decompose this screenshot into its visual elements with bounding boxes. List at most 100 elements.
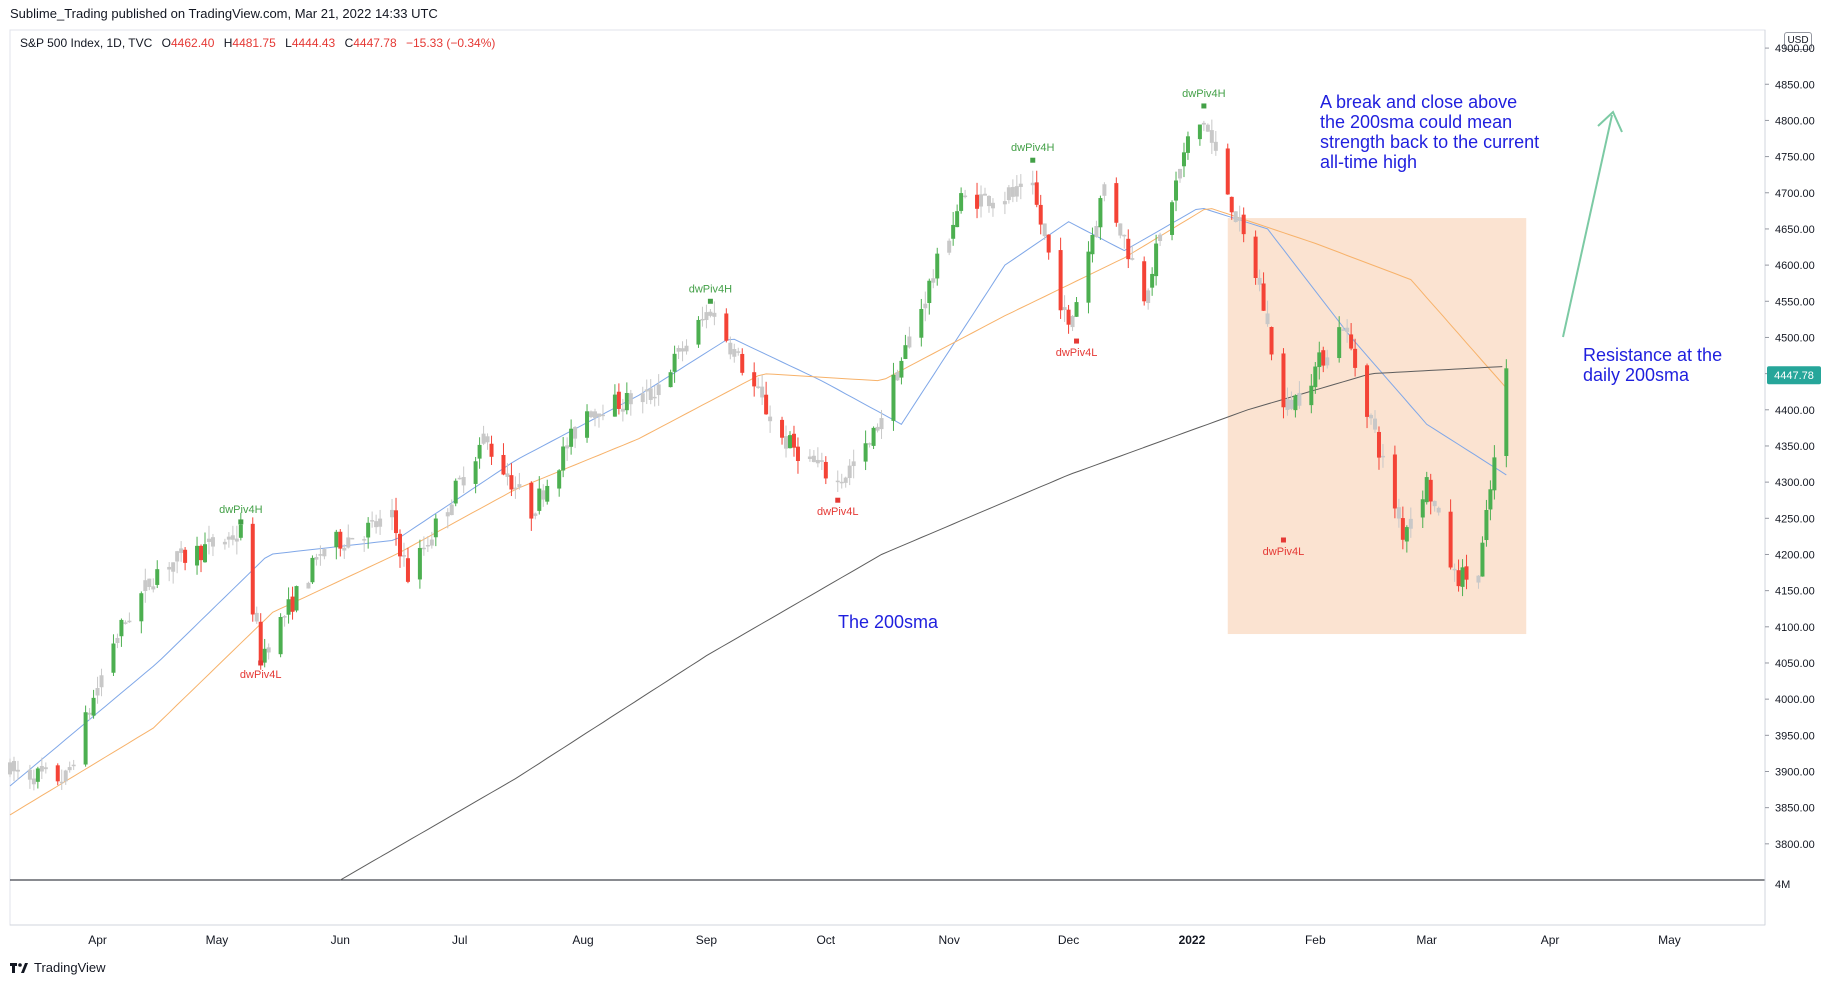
candle-body [1345, 327, 1350, 332]
candle-body [756, 386, 761, 388]
x-tick-label: Apr [1541, 933, 1560, 947]
candle-body [278, 616, 283, 655]
y-tick-label: 3900.00 [1775, 766, 1815, 778]
candle-body [1174, 180, 1179, 201]
candle-body [1476, 575, 1481, 583]
candle-body [696, 319, 701, 345]
x-tick-label: May [206, 933, 229, 947]
candle-body [986, 195, 991, 207]
candle-body [477, 444, 482, 459]
candle-body [175, 551, 180, 562]
candle-body [1265, 313, 1270, 325]
candle-body [879, 418, 884, 430]
candle-body [266, 647, 271, 653]
candle-body [63, 770, 68, 782]
candle-body [1456, 570, 1461, 587]
candle-body [318, 554, 323, 556]
candle-body [1480, 542, 1485, 577]
candle-body [290, 596, 295, 612]
candle-body [839, 481, 844, 484]
candle-body [835, 480, 840, 483]
y-tick-label: 4200.00 [1775, 549, 1815, 561]
candle-body [927, 280, 932, 304]
candle-body [99, 675, 104, 688]
pivot-label: dwPiv4L [240, 669, 282, 681]
break-annotation-line: A break and close above [1320, 92, 1517, 112]
y-tick-label: 4050.00 [1775, 658, 1815, 670]
candle-body [513, 487, 518, 490]
candle-body [1014, 186, 1019, 197]
candle-body [254, 612, 259, 622]
candle-body [624, 392, 629, 411]
candle-body [628, 393, 633, 405]
candle-body [139, 593, 144, 622]
open-value: 4462.40 [171, 36, 215, 50]
currency-button[interactable]: USD [1784, 32, 1812, 50]
pivot-marker [1201, 103, 1207, 109]
candle-body [1257, 277, 1262, 285]
candle-body [1285, 398, 1290, 410]
footer: TradingView [10, 960, 106, 975]
candle-body [294, 586, 299, 611]
candle-body [179, 548, 184, 553]
candle-body [680, 348, 685, 352]
candle-body [115, 637, 120, 644]
y-tick-label: 4000.00 [1775, 694, 1815, 706]
candle-body [314, 557, 319, 560]
candle-body [31, 778, 36, 785]
tradingview-logo-icon [10, 962, 28, 973]
candle-body [1404, 527, 1409, 542]
pivot-label: dwPiv4H [1011, 142, 1054, 154]
x-tick-label: Mar [1416, 933, 1437, 947]
candle-body [1313, 366, 1318, 388]
candle-body [59, 781, 64, 784]
symbol-label[interactable]: S&P 500 Index, 1D, TVC [20, 36, 153, 50]
candle-body [1373, 418, 1377, 430]
candle-body [1229, 196, 1234, 213]
candle-body [39, 765, 44, 772]
pivot-label: dwPiv4L [1263, 546, 1305, 558]
candle-body [370, 520, 375, 522]
candle-body [1086, 251, 1091, 303]
candle-body [807, 456, 812, 459]
candle-body [226, 536, 231, 540]
y-tick-label: 3850.00 [1775, 803, 1815, 815]
candle-body [183, 549, 188, 563]
candle-body [1058, 250, 1063, 311]
candle-body [955, 211, 960, 228]
candle-body [975, 194, 980, 209]
break-annotation-line: strength back to the current [1320, 132, 1539, 152]
candle-body [1349, 334, 1354, 349]
pivot-label: dwPiv4H [689, 283, 732, 295]
candle-body [143, 580, 148, 591]
break-annotation-line: all-time high [1320, 152, 1417, 172]
candle-body [656, 384, 661, 396]
pivot-marker [238, 519, 244, 525]
candle-body [1420, 499, 1425, 518]
candle-body [123, 622, 128, 624]
candle-body [1062, 307, 1067, 310]
candle-body [1114, 183, 1119, 223]
pivot-label: dwPiv4H [219, 504, 262, 516]
candle-body [1353, 348, 1358, 368]
x-tick-label: Dec [1058, 933, 1079, 947]
candle-body [95, 688, 100, 696]
footer-brand[interactable]: TradingView [34, 960, 106, 975]
candle-body [1233, 211, 1238, 222]
x-tick-label: Jul [452, 933, 467, 947]
candle-body [1225, 148, 1230, 195]
candle-body [557, 470, 562, 489]
candle-body [398, 533, 402, 557]
candle-body [1460, 567, 1465, 587]
candle-body [1122, 234, 1127, 237]
candle-body [1321, 350, 1326, 366]
publisher-header: Sublime_Trading published on TradingView… [10, 6, 438, 21]
candle-body [648, 388, 653, 400]
candle-body [1066, 309, 1071, 325]
candle-body [1317, 352, 1322, 368]
candle-body [119, 619, 124, 637]
close-label: C [344, 36, 354, 50]
close-value: 4447.78 [353, 36, 397, 50]
candle-body [1130, 258, 1135, 260]
